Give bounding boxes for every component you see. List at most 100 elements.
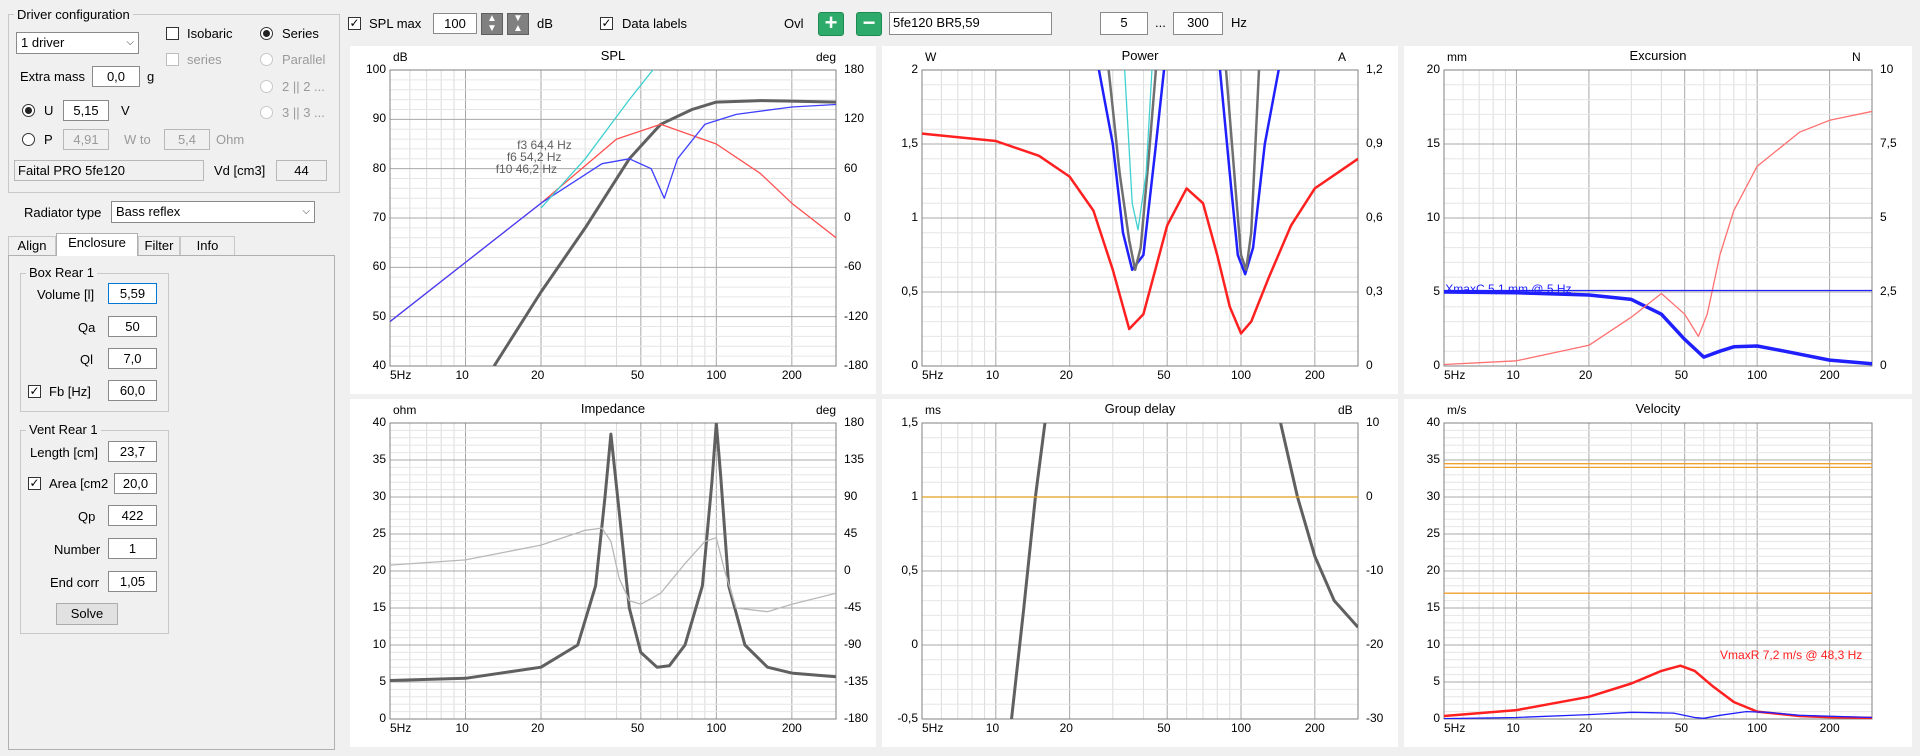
drivers-select[interactable]: 1 driver ⌵ (16, 32, 139, 54)
tab-filter[interactable]: Filter (138, 236, 180, 256)
series-line-0 (1444, 290, 1872, 366)
area-input[interactable]: 20,0 (114, 473, 157, 494)
volume-input[interactable]: 5,59 (108, 283, 157, 304)
data-label: f3 64,4 Hz (517, 138, 572, 153)
opt3-radio[interactable] (260, 106, 273, 119)
x-tick-label: 200 (1819, 721, 1840, 735)
freq-min-input[interactable]: 5 (1100, 12, 1148, 35)
overlay-name-input[interactable]: 5fe120 BR5,59 (889, 12, 1052, 35)
qp-input[interactable]: 422 (108, 505, 157, 526)
series-radio[interactable] (260, 27, 273, 40)
ql-input[interactable]: 7,0 (108, 348, 157, 369)
chart-title: Excursion (1629, 48, 1687, 63)
data-labels-label: Data labels (622, 16, 688, 31)
series-line-0 (390, 423, 836, 682)
tab-info[interactable]: Info (180, 236, 235, 256)
p-input[interactable]: 4,91 (63, 129, 109, 150)
y2-tick-label: 5 (1880, 210, 1887, 224)
y2-tick-label: -90 (844, 637, 862, 651)
y-tick-label: 80 (372, 160, 386, 175)
chart-excursion: Excursion mm N 5Hz 10 20 50 100 200 20 15 10 5 0 10 7,5… (1404, 46, 1912, 394)
x-tick-label: 5Hz (1444, 721, 1466, 735)
y-tick-label: 60 (372, 259, 386, 274)
extra-mass-label: Extra mass (20, 69, 86, 84)
y-tick-label: 0,5 (901, 563, 918, 577)
series-line-3 (540, 70, 654, 209)
spl-max-checkbox[interactable]: ✓ (348, 16, 361, 30)
series-line-1 (390, 527, 836, 613)
parallel-radio[interactable] (260, 53, 273, 66)
remove-overlay-button[interactable]: − (856, 12, 882, 36)
end-corr-input[interactable]: 1,05 (108, 571, 157, 592)
y2-tick-label: -10 (1366, 563, 1384, 577)
y-axis-unit: mm (1447, 50, 1467, 64)
spl-max-label: SPL max (369, 16, 422, 31)
radiator-type-select[interactable]: Bass reflex ⌵ (111, 201, 315, 223)
w-to-label: W to (124, 132, 151, 147)
number-input[interactable]: 1 (108, 538, 157, 559)
y-tick-label: 20 (372, 563, 386, 577)
plot-frame (921, 422, 1359, 720)
series-checkbox[interactable] (166, 53, 179, 66)
freq-max-input[interactable]: 300 (1173, 12, 1223, 35)
volume-label: Volume [l] (37, 287, 95, 302)
triangle-up-icon: ▲ (487, 13, 497, 24)
db-unit: dB (537, 16, 553, 31)
vd-field: 44 (276, 160, 327, 181)
y2-axis-unit: N (1852, 50, 1861, 64)
y2-tick-label: 135 (844, 452, 865, 466)
ohm-unit: Ohm (216, 132, 245, 147)
y2-axis-unit: deg (816, 403, 837, 417)
x-tick-label: 5Hz (922, 721, 944, 735)
chart-svg (389, 69, 837, 367)
y-tick-label: 0 (379, 711, 386, 725)
isobaric-checkbox[interactable] (166, 27, 179, 40)
series-label: Series (282, 26, 319, 41)
ohm-input[interactable]: 5,4 (164, 129, 210, 150)
y-axis-unit: ms (925, 403, 941, 417)
y2-tick-label: 90 (844, 489, 858, 503)
area-checkbox[interactable]: ✓ (28, 476, 41, 490)
qa-input[interactable]: 50 (108, 316, 157, 337)
tab-enclosure[interactable]: Enclosure (56, 233, 138, 256)
u-radio[interactable] (22, 104, 35, 117)
y2-tick-label: 0 (1880, 358, 1887, 372)
ovl-label: Ovl (784, 16, 804, 31)
fb-input[interactable]: 60,0 (108, 380, 157, 401)
box-rear-title: Box Rear 1 (26, 265, 98, 280)
tab-align[interactable]: Align (8, 236, 56, 256)
y2-tick-label: 10 (1880, 62, 1894, 76)
y2-tick-label: 0 (1366, 358, 1373, 372)
y2-tick-label: 180 (844, 62, 865, 76)
fb-checkbox[interactable]: ✓ (28, 384, 41, 398)
y-axis-unit: dB (393, 50, 408, 64)
data-labels-checkbox[interactable]: ✓ (600, 16, 613, 30)
p-radio[interactable] (22, 133, 35, 146)
x-tick-label: 5Hz (922, 368, 944, 382)
chart-spl: SPL dB deg 5Hz 10 20 50 100 200 100 90 80 70 60 50 40 18… (350, 46, 876, 394)
u-unit: V (121, 103, 130, 118)
solve-button[interactable]: Solve (56, 603, 118, 625)
opt2-radio[interactable] (260, 80, 273, 93)
add-overlay-button[interactable]: + (818, 12, 844, 36)
u-input[interactable]: 5,15 (63, 100, 109, 121)
x-tick-label: 50 (1157, 721, 1171, 735)
x-tick-label: 10 (985, 721, 1000, 735)
spl-zoom-button[interactable]: ▼ ▲ (507, 13, 529, 35)
length-input[interactable]: 23,7 (108, 441, 157, 462)
spl-max-input[interactable]: 100 (433, 13, 477, 34)
chart-svg (921, 422, 1359, 720)
y2-tick-label: -60 (844, 259, 862, 274)
chart-group-delay: Group delay ms dB 5Hz 10 20 50 100 200 1,5 1 0,5 0 -0… (882, 399, 1398, 747)
series-dis-label: series (187, 52, 222, 67)
y2-tick-label: -120 (844, 308, 869, 323)
x-tick-label: 10 (985, 368, 1000, 382)
chevron-down-icon: ⌵ (302, 206, 310, 217)
x-tick-label: 100 (1747, 368, 1768, 382)
y-tick-label: 5 (1433, 284, 1440, 298)
y-tick-label: 10 (1426, 637, 1440, 651)
y-tick-label: 5 (379, 674, 386, 688)
extra-mass-input[interactable]: 0,0 (92, 66, 140, 87)
x-tick-label: 20 (531, 721, 545, 735)
spl-up-down-button[interactable]: ▲ ▼ (481, 13, 503, 35)
